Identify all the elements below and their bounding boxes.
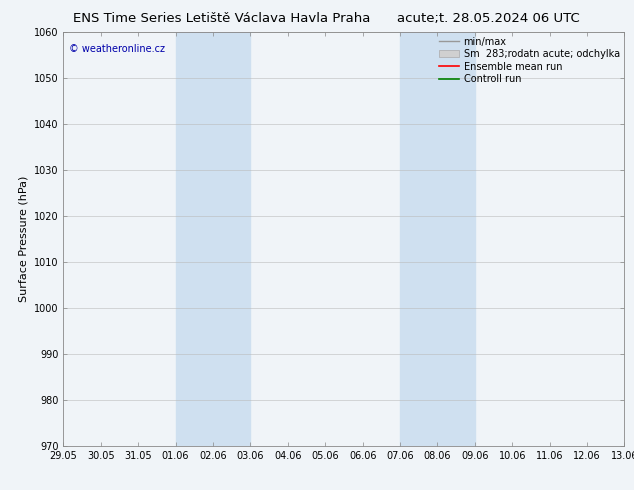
Y-axis label: Surface Pressure (hPa): Surface Pressure (hPa) [18, 176, 29, 302]
Text: © weatheronline.cz: © weatheronline.cz [69, 44, 165, 54]
Text: acute;t. 28.05.2024 06 UTC: acute;t. 28.05.2024 06 UTC [397, 12, 579, 25]
Bar [400, 32, 475, 446]
Legend: min/max, Sm  283;rodatn acute; odchylka, Ensemble mean run, Controll run: min/max, Sm 283;rodatn acute; odchylka, … [437, 35, 621, 86]
Text: ENS Time Series Letiště Václava Havla Praha: ENS Time Series Letiště Václava Havla Pr… [73, 12, 371, 25]
Bar [176, 32, 250, 446]
